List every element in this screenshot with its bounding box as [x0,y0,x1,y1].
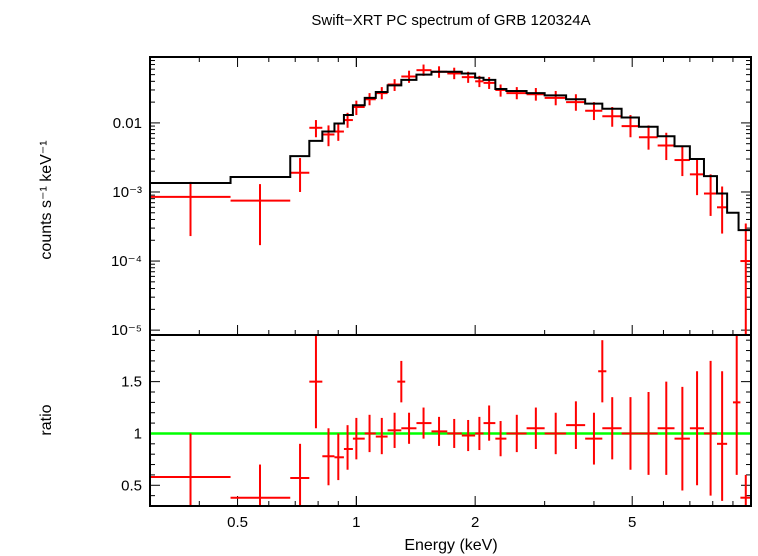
data-point [585,412,603,465]
y-axis-label-spectrum: counts s⁻¹ keV⁻¹ [38,140,55,259]
data-point [602,106,622,127]
x-tick-label: 5 [628,514,636,531]
data-point [732,335,741,475]
data-point [526,88,545,101]
data-point [375,87,388,100]
data-point [150,433,231,506]
data-point [416,407,432,439]
data-point [447,67,462,80]
data-point [716,371,728,501]
data-point [703,360,717,496]
data-point [674,386,690,491]
data-point [495,84,507,97]
data-point [495,421,507,457]
data-point [740,474,751,506]
y-tick-label: 10⁻⁴ [111,253,142,270]
y-tick-label: 0.01 [113,115,142,132]
y-tick-label: 0.5 [121,477,142,494]
data-point [364,93,376,106]
data-point [602,397,622,460]
data-point [343,425,353,470]
data-point [566,401,586,449]
data-point [397,360,406,403]
data-point [638,392,658,475]
data-point [544,412,567,455]
data-point [352,100,365,116]
y-tick-label: 1.5 [121,374,142,391]
data-point [598,340,607,403]
data-point [621,397,639,470]
data-point [689,158,704,196]
data-point [475,416,484,451]
x-tick-label: 0.5 [227,514,248,531]
data-point [566,94,586,111]
data-point [585,102,603,121]
data-point [483,405,496,441]
data-point [375,417,388,455]
spectrum-panel: 0.01 10⁻³ 10⁻⁴ 10⁻⁵ counts s⁻¹ keV⁻¹ [38,56,752,339]
data-point [387,412,402,448]
data-point [290,158,310,192]
data-point [322,125,335,147]
spectrum-frame [149,56,752,336]
data-point [230,184,291,246]
data-point [447,418,462,448]
ratio-panel: 0.5 1 2 5 0.5 1 1.5 ratio [38,334,752,531]
y-tick-label: 10⁻³ [112,184,142,201]
data-point [290,443,310,506]
data-point [740,223,751,335]
data-point [230,464,291,506]
data-point [657,381,675,475]
data-point [334,433,344,481]
data-point [703,174,717,216]
data-point [150,181,231,237]
data-point [657,132,675,161]
data-point [309,335,323,429]
data-point [401,70,417,83]
data-point [322,428,335,486]
data-point [674,145,690,177]
x-tick-label: 1 [352,514,360,531]
data-point [689,371,704,486]
x-axis-label: Energy (keV) [404,537,497,554]
model-curve [150,70,751,232]
chart-title: Swift−XRT PC spectrum of GRB 120324A [311,12,590,29]
data-point [506,87,527,100]
ratio-frame [149,334,752,507]
data-point [334,123,344,141]
y-tick-label: 1 [134,425,142,442]
x-tick-label: 2 [471,514,479,531]
data-point [364,414,376,453]
data-point [401,412,417,444]
data-point [461,419,476,452]
data-point [352,417,365,460]
data-point [526,407,545,449]
data-point [506,414,527,453]
y-tick-label: 10⁻⁵ [111,322,142,339]
data-point [431,416,448,446]
data-point [621,115,639,138]
y-axis-label-ratio: ratio [38,404,55,435]
data-point [544,90,567,106]
data-point [309,120,323,138]
data-point [638,125,658,150]
